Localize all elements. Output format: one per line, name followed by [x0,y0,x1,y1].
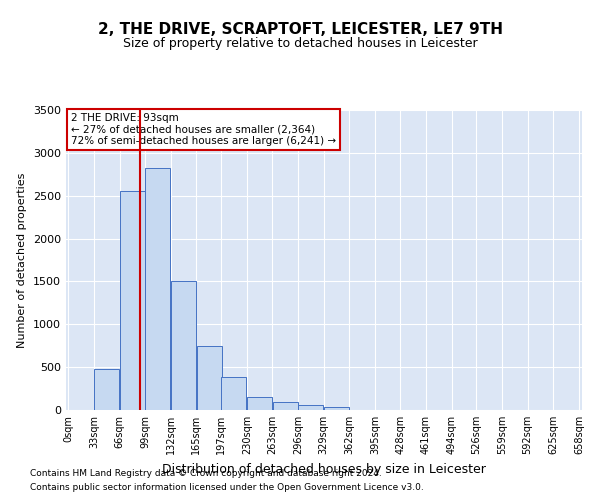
Bar [273,402,298,410]
Y-axis label: Number of detached properties: Number of detached properties [17,172,28,348]
Text: 2, THE DRIVE, SCRAPTOFT, LEICESTER, LE7 9TH: 2, THE DRIVE, SCRAPTOFT, LEICESTER, LE7 … [97,22,503,38]
Bar [197,346,221,410]
X-axis label: Distribution of detached houses by size in Leicester: Distribution of detached houses by size … [162,462,486,475]
Text: 2 THE DRIVE: 93sqm
← 27% of detached houses are smaller (2,364)
72% of semi-deta: 2 THE DRIVE: 93sqm ← 27% of detached hou… [71,113,336,146]
Bar [94,369,119,410]
Text: Contains public sector information licensed under the Open Government Licence v3: Contains public sector information licen… [30,484,424,492]
Text: Contains HM Land Registry data © Crown copyright and database right 2024.: Contains HM Land Registry data © Crown c… [30,468,382,477]
Bar [324,406,349,410]
Bar [221,376,247,410]
Text: Size of property relative to detached houses in Leicester: Size of property relative to detached ho… [122,38,478,51]
Bar [171,282,196,410]
Bar [247,397,272,410]
Bar [120,190,145,410]
Bar [298,405,323,410]
Bar [145,168,170,410]
